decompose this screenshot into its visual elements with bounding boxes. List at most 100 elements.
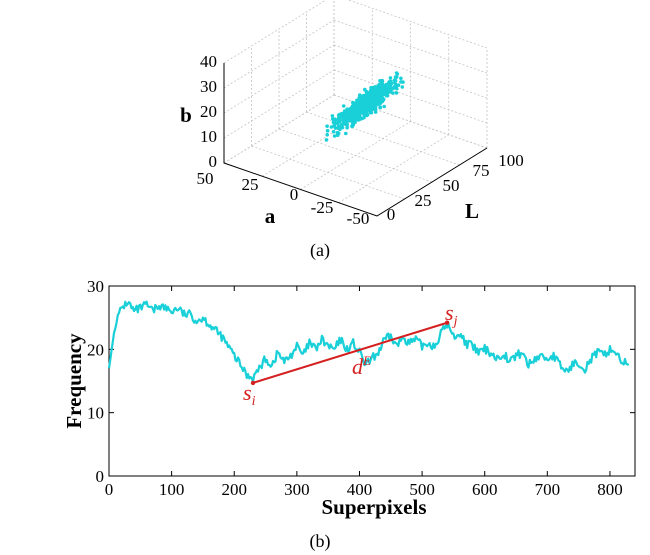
scatter-point (357, 99, 362, 103)
b-tick-0: 0 (209, 152, 218, 171)
scatter-point (353, 112, 357, 116)
L-tick-100: 100 (498, 151, 524, 170)
scatter-point (325, 124, 329, 128)
axes-3d-frame-lines (223, 63, 488, 217)
scatter-point (342, 115, 346, 120)
scatter-point (325, 133, 330, 137)
scatter-point (324, 138, 329, 142)
scatter-point (394, 71, 399, 75)
b-axis-label: b (180, 103, 192, 127)
scatter-point (369, 85, 373, 90)
b-tick-30: 30 (200, 77, 217, 96)
a-tick-0: 0 (290, 185, 299, 204)
scatter-point (392, 78, 397, 83)
scatter-point (330, 114, 335, 118)
scatter-point (382, 104, 387, 109)
scatter-point (363, 87, 367, 92)
L-axis-label: L (465, 199, 479, 223)
b-tick-40: 40 (200, 52, 217, 71)
label-sj: sj (445, 300, 458, 329)
x-tick-label: 400 (347, 480, 373, 499)
scatter-point (331, 120, 336, 125)
scatter-point (373, 110, 378, 114)
scatter-point (336, 131, 341, 136)
a-axis-label: a (265, 204, 276, 228)
scatter-point (337, 120, 341, 124)
scatter-point (348, 109, 353, 114)
scatter-point (376, 102, 381, 106)
scatter-point (378, 94, 383, 98)
L-tick-0: 0 (387, 205, 396, 224)
x-axis-ticks: 0 100 200 300 400 500 600 700 800 (105, 286, 623, 499)
x-tick-label: 800 (597, 480, 623, 499)
a-tick-minus25: -25 (311, 198, 334, 217)
scatter-point (369, 92, 374, 97)
scatter-point (344, 131, 348, 136)
scatter-point (325, 128, 330, 133)
x-tick-label: 600 (472, 480, 498, 499)
y-axis-label: Frequency (62, 333, 86, 429)
scatter-point (331, 129, 336, 134)
scatter-point (367, 100, 372, 105)
x-tick-label: 700 (535, 480, 561, 499)
grid-line-wallA-b (333, 19, 488, 74)
scatter-point (380, 81, 384, 86)
scatter-point (336, 124, 341, 128)
scatter-point (372, 97, 377, 101)
scatter-point (348, 115, 353, 119)
x-tick-label: 0 (105, 480, 114, 499)
x-tick-label: 300 (284, 480, 310, 499)
scatter-point (339, 123, 344, 127)
axes-3d-frame (223, 63, 488, 217)
scatter-point (392, 84, 397, 89)
y-tick-label: 10 (87, 404, 104, 423)
y-tick-label: 20 (87, 340, 104, 359)
scatter-point (355, 101, 360, 106)
scatter-point (376, 90, 381, 95)
x-tick-label: 200 (221, 480, 247, 499)
scatter-point (386, 85, 390, 89)
scatter-point (394, 91, 399, 95)
x-tick-label: 500 (409, 480, 435, 499)
scatter-point (336, 116, 341, 121)
grid-line-wallA-b (347, 0, 488, 49)
b-tick-10: 10 (200, 127, 217, 146)
scatter-point (344, 120, 349, 124)
scatter-point (345, 125, 349, 130)
x-axis-label: Superpixels (321, 495, 426, 519)
scatter-point (360, 116, 365, 121)
scatter-point (379, 89, 384, 94)
y-tick-label: 30 (87, 277, 104, 296)
scatter-point (381, 97, 386, 102)
scatter-point (400, 85, 405, 89)
scatter-point (341, 104, 346, 108)
scatter-point (360, 96, 365, 100)
scatter-point (394, 75, 399, 79)
scatter-point (357, 112, 362, 116)
scatter-point (373, 88, 378, 92)
scatter-point (372, 101, 377, 105)
label-si: si (243, 380, 256, 409)
caption-b: (b) (310, 531, 331, 552)
y-tick-label: 0 (96, 467, 105, 486)
scatter-point (351, 100, 355, 105)
scatter-point (349, 118, 353, 122)
grid-line-floor-a (300, 121, 411, 190)
scatter-point (376, 97, 380, 102)
scatter-point (350, 124, 354, 128)
scatter-point (369, 107, 374, 112)
distance-segment (252, 321, 448, 384)
x-tick-label: 100 (159, 480, 185, 499)
label-dE: dE (352, 353, 371, 379)
scatter-point (375, 85, 379, 90)
scatter-point (332, 124, 337, 128)
scatter-point (366, 93, 371, 97)
segment-endpoint-sj (444, 320, 450, 325)
scatter-point (358, 106, 362, 110)
a-tick-25: 25 (242, 175, 259, 194)
L-tick-75: 75 (473, 161, 490, 180)
grid-line-wallL-b (223, 0, 327, 64)
scatter-point (372, 106, 376, 110)
